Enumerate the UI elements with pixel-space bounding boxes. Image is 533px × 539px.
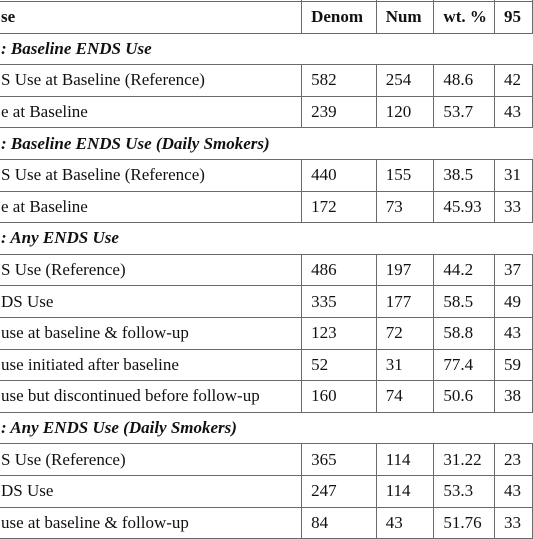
row-label-cell: S Use (Reference)	[0, 443, 303, 476]
ci-cell: 31	[494, 158, 533, 192]
section-title-text: Baseline ENDS Use	[10, 38, 152, 58]
ci-cell: 43	[494, 474, 533, 508]
section-title: : Any ENDS Use	[0, 222, 533, 255]
row-label-cell: use but discontinued before follow-up	[0, 380, 303, 413]
row-label-cell: S Use (Reference)	[0, 253, 303, 287]
num-cell: 254	[375, 64, 435, 97]
denom-cell: 247	[301, 474, 377, 508]
wt-percent-cell: 45.93	[433, 190, 496, 224]
table-row: DS Use 247 114 53.3 43	[0, 474, 533, 508]
row-label-cell: use at baseline & follow-up	[0, 316, 303, 350]
table-row: e at Baseline 239 120 53.7 43	[0, 95, 533, 129]
table-row: S Use at Baseline (Reference) 440 155 38.5 3…	[0, 158, 533, 192]
wt-percent-cell: 48.6	[433, 64, 496, 97]
section-title-prefix: :	[1, 133, 11, 153]
num-cell: 155	[375, 158, 435, 192]
num-cell: 74	[375, 380, 435, 413]
table-row: use at baseline & follow-up 123 72 58.8 43	[0, 316, 533, 350]
table-header-row: se Denom Num wt. % 95	[0, 1, 533, 34]
ci-cell: 23	[494, 443, 533, 476]
table-row: use initiated after baseline 52 31 77.4 59	[0, 348, 533, 382]
denom-cell: 84	[301, 506, 377, 539]
num-cell: 31	[375, 348, 435, 382]
denom-cell: 486	[301, 253, 377, 287]
denom-cell: 52	[301, 348, 377, 382]
section-title-prefix: :	[1, 38, 11, 58]
wt-percent-cell: 53.7	[433, 95, 496, 129]
ci-cell: 37	[494, 253, 533, 287]
row-label-cell: S Use at Baseline (Reference)	[0, 64, 303, 97]
table-row: use but discontinued before follow-up 160…	[0, 380, 533, 413]
wt-percent-cell: 38.5	[433, 158, 496, 192]
num-cell: 72	[375, 316, 435, 350]
section-title-prefix: :	[1, 228, 11, 248]
column-header-label: se	[0, 1, 303, 34]
denom-cell: 582	[301, 64, 377, 97]
ci-cell: 42	[494, 64, 533, 97]
wt-percent-cell: 53.3	[433, 474, 496, 508]
table-top-row	[0, 0, 533, 2]
column-header-denom: Denom	[301, 1, 377, 34]
column-header-num: Num	[375, 1, 435, 34]
table-row: S Use (Reference) 486 197 44.2 37	[0, 253, 533, 287]
section-title-prefix: :	[1, 418, 11, 438]
section-title: : Baseline ENDS Use (Daily Smokers)	[0, 127, 533, 160]
wt-percent-cell: 44.2	[433, 253, 496, 287]
row-label-cell: e at Baseline	[0, 190, 303, 224]
ci-cell: 49	[494, 285, 533, 318]
wt-percent-cell: 77.4	[433, 348, 496, 382]
section-header-row: : Any ENDS Use	[0, 222, 533, 255]
wt-percent-cell: 51.76	[433, 506, 496, 539]
wt-percent-cell: 50.6	[433, 380, 496, 413]
denom-cell: 172	[301, 190, 377, 224]
denom-cell: 440	[301, 158, 377, 192]
num-cell: 120	[375, 95, 435, 129]
row-label-cell: DS Use	[0, 474, 303, 508]
ci-cell: 33	[494, 190, 533, 224]
section-title-text: Baseline ENDS Use (Daily Smokers)	[10, 133, 270, 153]
denom-cell: 123	[301, 316, 377, 350]
ci-cell: 38	[494, 380, 533, 413]
denom-cell: 365	[301, 443, 377, 476]
section-header-row: : Any ENDS Use (Daily Smokers)	[0, 411, 533, 445]
wt-percent-cell: 58.8	[433, 316, 496, 350]
column-header-wt-percent: wt. %	[433, 1, 496, 34]
wt-percent-cell: 31.22	[433, 443, 496, 476]
row-label-cell: DS Use	[0, 285, 303, 318]
table-row: S Use (Reference) 365 114 31.22 23	[0, 443, 533, 476]
wt-percent-cell: 58.5	[433, 285, 496, 318]
num-cell: 114	[375, 474, 435, 508]
section-title: : Any ENDS Use (Daily Smokers)	[0, 411, 533, 445]
section-title-text: Any ENDS Use (Daily Smokers)	[10, 418, 237, 438]
denom-cell: 239	[301, 95, 377, 129]
ci-cell: 33	[494, 506, 533, 539]
section-title-text: Any ENDS Use	[10, 228, 119, 248]
table-row: use at baseline & follow-up 84 43 51.76 33	[0, 506, 533, 539]
row-label-cell: use at baseline & follow-up	[0, 506, 303, 539]
section-title: : Baseline ENDS Use	[0, 32, 533, 66]
section-header-row: : Baseline ENDS Use	[0, 32, 533, 66]
ci-cell: 59	[494, 348, 533, 382]
num-cell: 73	[375, 190, 435, 224]
denom-cell: 160	[301, 380, 377, 413]
num-cell: 197	[375, 253, 435, 287]
table-row: DS Use 335 177 58.5 49	[0, 285, 533, 318]
row-label-cell: e at Baseline	[0, 95, 303, 129]
ci-cell: 43	[494, 316, 533, 350]
denom-cell: 335	[301, 285, 377, 318]
table-row: S Use at Baseline (Reference) 582 254 48.6 4…	[0, 64, 533, 97]
row-label-cell: use initiated after baseline	[0, 348, 303, 382]
num-cell: 114	[375, 443, 435, 476]
num-cell: 177	[375, 285, 435, 318]
column-header-ci: 95	[494, 1, 533, 34]
ci-cell: 43	[494, 95, 533, 129]
section-header-row: : Baseline ENDS Use (Daily Smokers)	[0, 127, 533, 160]
num-cell: 43	[375, 506, 435, 539]
table-row: e at Baseline 172 73 45.93 33	[0, 190, 533, 224]
row-label-cell: S Use at Baseline (Reference)	[0, 158, 303, 192]
